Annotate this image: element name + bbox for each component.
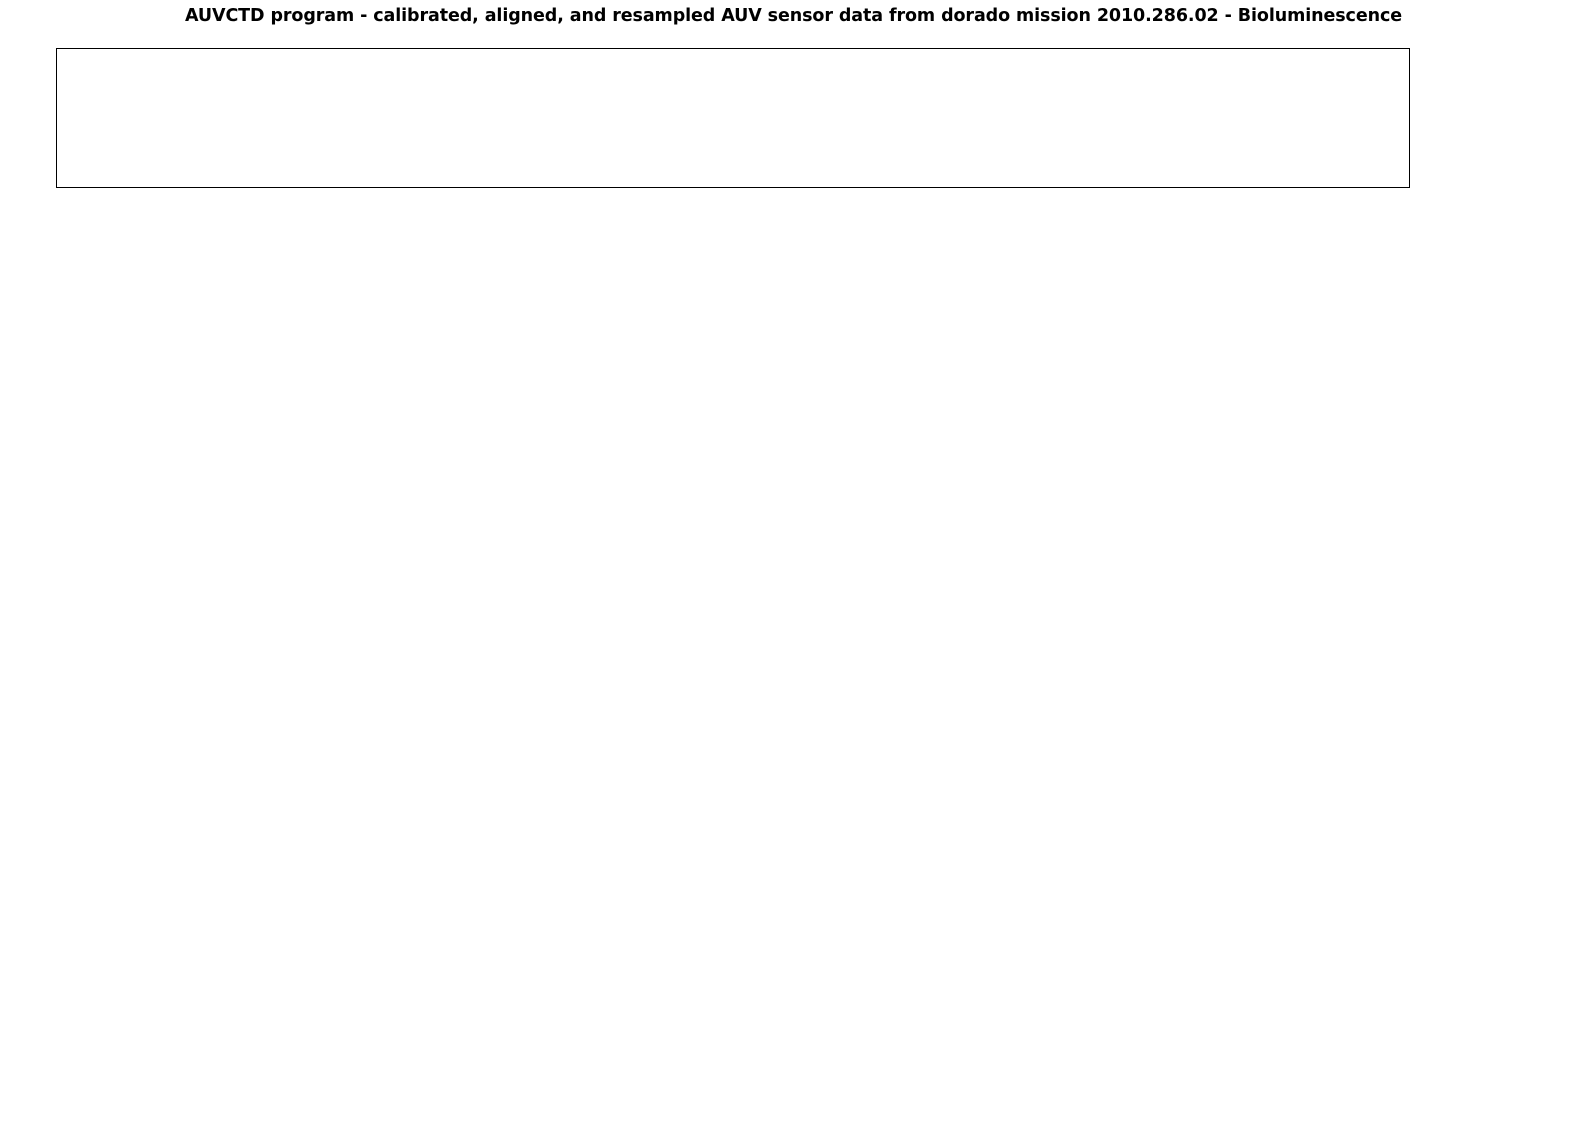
- heatmap-panel-biolume_avg_60hz: [56, 48, 1410, 188]
- heatmap-image-biolume_avg_60hz: [57, 49, 1409, 187]
- figure-title: AUVCTD program - calibrated, aligned, an…: [184, 6, 1403, 26]
